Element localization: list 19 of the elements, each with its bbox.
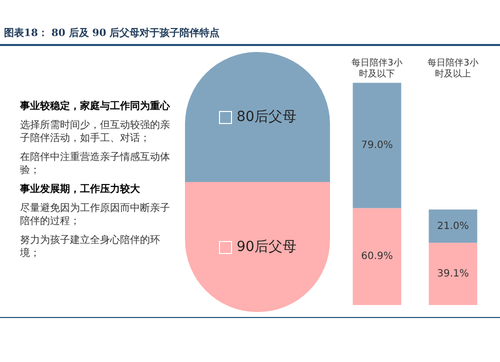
bar bbox=[428, 242, 478, 305]
data-label: 79.0% bbox=[361, 140, 393, 152]
legend-label: 90后父母 bbox=[236, 238, 296, 256]
bar bbox=[428, 210, 478, 243]
text: 事业发展期，工作压力较大 bbox=[20, 183, 141, 196]
legend-label: 80后父母 bbox=[236, 108, 296, 126]
text: 图表18： 80 后及 90 后父母对于孩子陪伴特点 bbox=[4, 26, 220, 40]
data-label: 39.1% bbox=[437, 268, 469, 280]
data-label: 21.0% bbox=[437, 220, 469, 232]
text: 尽量避免因为工作原因而中断亲子陪伴的过程； bbox=[20, 202, 170, 228]
bar bbox=[352, 208, 402, 305]
text: 努力为孩子建立全身心陪伴的环境； bbox=[20, 234, 161, 260]
x-tick-label: 每日陪伴3小时及以下 bbox=[352, 58, 402, 80]
text: 事业较稳定，家庭与工作同为重心 bbox=[20, 100, 170, 113]
bar bbox=[352, 82, 402, 208]
data-label: 60.9% bbox=[361, 251, 393, 262]
text: 选择所需时间少，但互动较强的亲子陪伴活动，如手工、对话； bbox=[20, 119, 170, 145]
text: 在陪伴中注重营造亲子情感互动体验； bbox=[20, 151, 170, 177]
x-tick-label: 每日陪伴3小时及以上 bbox=[428, 58, 478, 80]
